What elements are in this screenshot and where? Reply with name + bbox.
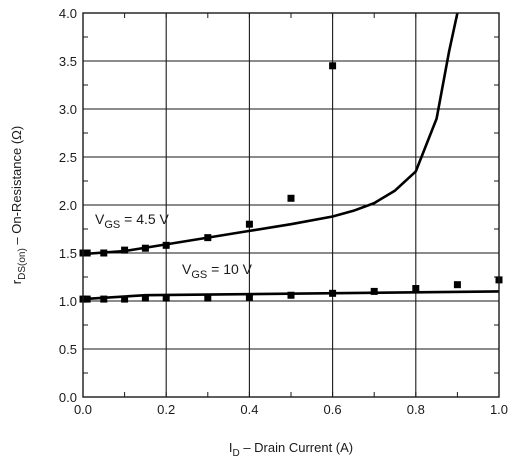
series-0-marker (162, 241, 170, 249)
y-tick-label: 0.0 (59, 390, 77, 405)
series-1-marker (204, 294, 212, 302)
series-1-marker (100, 295, 108, 303)
series-0-marker (141, 244, 149, 252)
series-1-marker (329, 289, 337, 297)
series-0-marker (329, 62, 337, 70)
series-0-marker (121, 246, 129, 254)
y-tick-label: 3.5 (59, 54, 77, 69)
series-1-marker (245, 293, 253, 301)
x-tick-label: 1.0 (490, 402, 508, 417)
y-tick-label: 0.5 (59, 342, 77, 357)
y-tick-label: 1.5 (59, 246, 77, 261)
series-0-marker (287, 194, 295, 202)
x-tick-label: 0.2 (157, 402, 175, 417)
x-axis-label: ID – Drain Current (A) (229, 440, 353, 459)
series-1-marker (121, 295, 129, 303)
series-0-marker (204, 234, 212, 242)
series-1-marker (453, 281, 461, 289)
series-0-marker (100, 249, 108, 257)
series-0-marker (83, 249, 91, 257)
y-tick-labels: 0.0 0.5 1.0 1.5 2.0 2.5 3.0 3.5 4.0 (59, 6, 77, 405)
x-tick-label: 0.0 (74, 402, 92, 417)
y-tick-label: 2.5 (59, 150, 77, 165)
x-tick-labels: 0.0 0.2 0.4 0.6 0.8 1.0 (74, 402, 508, 417)
series-1-marker (370, 287, 378, 295)
x-tick-label: 0.4 (240, 402, 258, 417)
series-label-vgs-4-5: VGS = 4.5 V (95, 211, 170, 231)
grid-lines (83, 13, 499, 397)
series-1-marker (412, 285, 420, 293)
y-tick-label: 2.0 (59, 198, 77, 213)
x-tick-label: 0.6 (324, 402, 342, 417)
x-tick-label: 0.8 (407, 402, 425, 417)
series-1-marker (141, 294, 149, 302)
series-0-curve (82, 12, 459, 256)
y-tick-label: 1.0 (59, 294, 77, 309)
series-1-marker (287, 291, 295, 299)
y-tick-label: 4.0 (59, 6, 77, 21)
series-1-marker (83, 295, 91, 303)
plot-frame (82, 12, 500, 398)
y-axis-label: rDS(on) – On-Resistance (Ω) (9, 126, 28, 284)
series-1-marker (162, 294, 170, 302)
y-tick-label: 3.0 (59, 102, 77, 117)
series-0-marker (245, 220, 253, 228)
series-label-vgs-10: VGS = 10 V (182, 261, 253, 281)
